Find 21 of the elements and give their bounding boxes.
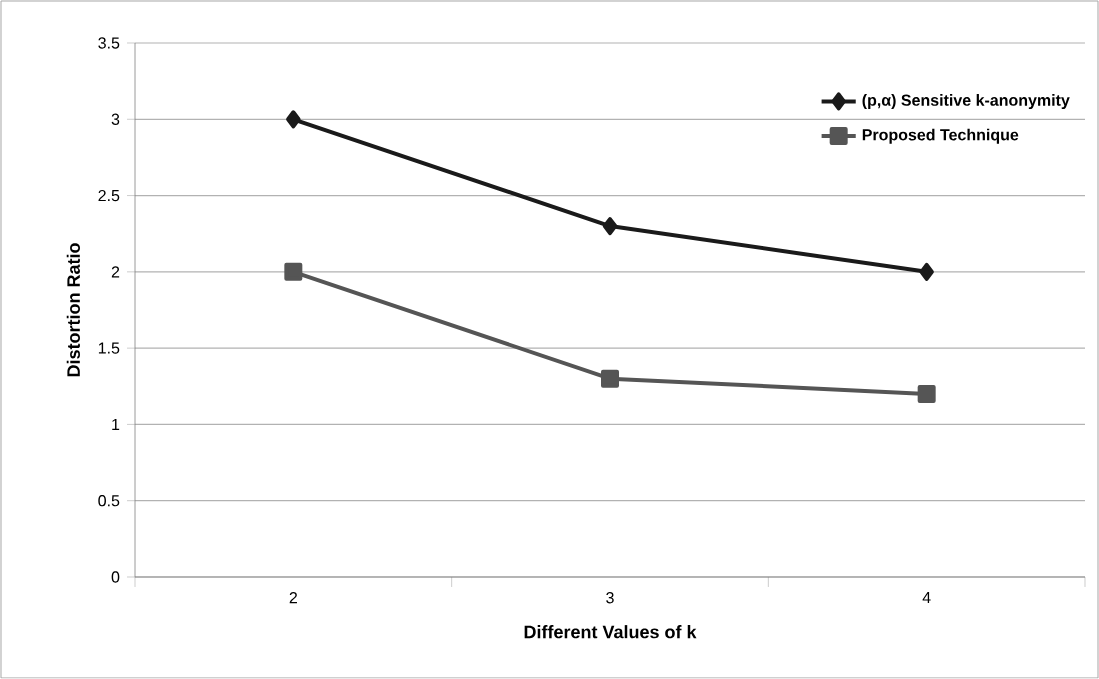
y-tick-label: 2.5 xyxy=(98,189,120,202)
x-tick-label: 2 xyxy=(289,592,297,604)
legend-label: (p,α) Sensitive k-anonymity xyxy=(862,94,1070,110)
point xyxy=(919,262,934,281)
point xyxy=(284,262,303,281)
x-tick-label: 4 xyxy=(922,592,931,604)
point xyxy=(286,110,301,129)
y-tick-label: 0 xyxy=(111,571,120,583)
x-tick-label: 3 xyxy=(606,592,614,604)
y-tick-label: 0.5 xyxy=(98,495,120,507)
y-tick-label: 1 xyxy=(112,418,120,430)
y-tick-label: 1.5 xyxy=(98,342,120,354)
point xyxy=(602,217,618,236)
y-tick-label: 3.5 xyxy=(98,37,120,49)
y-axis-title: Distortion Ratio xyxy=(66,243,80,377)
y-tick-label: 2 xyxy=(111,266,120,278)
legend-label: Proposed Technique xyxy=(862,128,1019,144)
point xyxy=(917,384,936,403)
y-tick-label: 3 xyxy=(111,113,120,125)
x-axis-title: Different Values of k xyxy=(524,625,697,639)
point xyxy=(601,369,619,388)
